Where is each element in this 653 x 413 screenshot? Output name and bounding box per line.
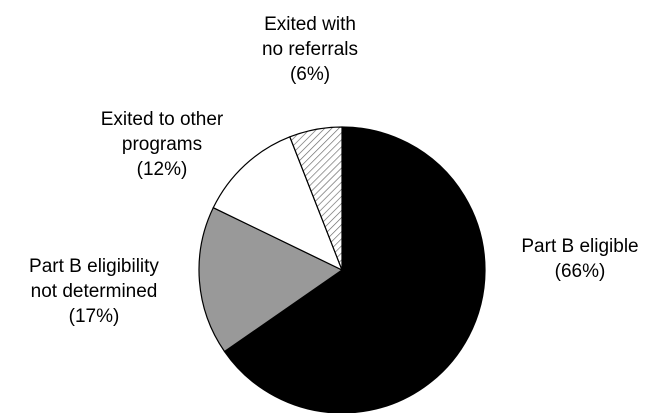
slice-label-line: (6%) bbox=[290, 64, 330, 85]
slice-label-line: (66%) bbox=[555, 261, 606, 282]
slice-label-part-b-eligible: Part B eligible (66%) bbox=[521, 236, 638, 282]
slice-label-line: not determined bbox=[31, 281, 158, 302]
pie-slice-part-b-eligible bbox=[223, 126, 486, 413]
pie-slices bbox=[198, 126, 486, 413]
pie-slice-exited-no-referrals bbox=[289, 126, 343, 271]
slice-label-line: Exited with bbox=[264, 14, 356, 35]
slice-label-eligibility-not-determined: Part B eligibility not determined (17%) bbox=[29, 256, 159, 327]
slice-label-line: Exited to other bbox=[101, 109, 224, 130]
pie-slice-exited-other-programs bbox=[212, 136, 343, 271]
slice-label-line: Part B eligibility bbox=[29, 256, 159, 277]
slice-labels: Part B eligible (66%) Part B eligibility no… bbox=[29, 14, 639, 327]
slice-label-line: (12%) bbox=[137, 159, 188, 180]
slice-label-line: no referrals bbox=[262, 39, 358, 60]
slice-label-line: programs bbox=[122, 134, 202, 155]
slice-label-line: Part B eligible bbox=[521, 236, 638, 257]
slice-label-line: (17%) bbox=[69, 306, 120, 327]
pie-slice-eligibility-not-determined bbox=[198, 207, 343, 353]
slice-label-exited-no-referrals: Exited with no referrals (6%) bbox=[262, 14, 358, 85]
slice-label-exited-other-programs: Exited to other programs (12%) bbox=[101, 109, 224, 180]
